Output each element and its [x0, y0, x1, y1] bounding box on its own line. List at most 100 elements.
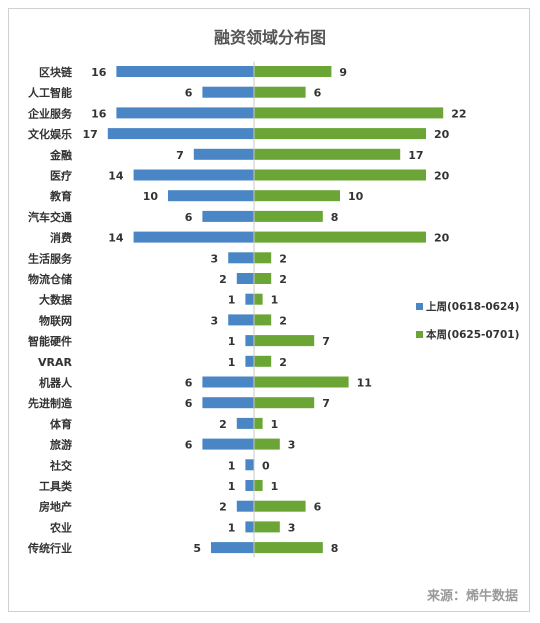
value-label-last-week: 16: [91, 107, 107, 120]
category-label: 金融: [49, 148, 72, 162]
value-label-this-week: 3: [288, 521, 296, 534]
bar-last-week: [228, 252, 254, 264]
value-label-this-week: 9: [339, 66, 347, 79]
value-label-last-week: 1: [228, 294, 236, 307]
value-label-last-week: 6: [185, 87, 193, 100]
bar-last-week: [202, 86, 254, 98]
value-label-this-week: 2: [279, 273, 287, 286]
chart-title: 融资领域分布图: [214, 28, 326, 47]
category-label: 文化娱乐: [28, 127, 72, 141]
bar-last-week: [228, 314, 254, 326]
category-label: 智能硬件: [28, 334, 72, 348]
value-label-this-week: 2: [279, 314, 287, 327]
value-label-last-week: 3: [211, 252, 219, 265]
bar-last-week: [245, 335, 254, 347]
value-label-this-week: 7: [322, 335, 330, 348]
value-label-this-week: 7: [322, 397, 330, 410]
bar-last-week: [236, 500, 254, 512]
value-label-last-week: 16: [91, 66, 107, 79]
value-label-this-week: 1: [271, 294, 279, 307]
value-label-last-week: 14: [108, 170, 124, 183]
bar-this-week: [254, 190, 340, 202]
category-label: 房地产: [39, 500, 72, 514]
category-label: 医疗: [50, 169, 72, 183]
category-label: 传统行业: [27, 541, 72, 555]
value-label-last-week: 1: [228, 335, 236, 348]
value-label-last-week: 14: [108, 232, 124, 245]
bar-last-week: [193, 148, 254, 160]
bar-last-week: [116, 66, 255, 77]
bar-this-week: [254, 521, 280, 533]
category-label: 生活服务: [28, 251, 73, 265]
category-label: 工具类: [39, 479, 73, 493]
value-label-last-week: 6: [185, 377, 193, 390]
bar-last-week: [202, 210, 254, 222]
category-label: 农业: [49, 520, 72, 534]
legend-swatch-this-week: [416, 331, 423, 338]
value-label-last-week: 5: [193, 542, 201, 555]
bar-last-week: [236, 417, 254, 429]
bar-this-week: [254, 480, 263, 491]
bar-last-week: [168, 190, 254, 202]
bar-last-week: [245, 521, 254, 533]
category-label: 消费: [50, 231, 72, 245]
bar-this-week: [254, 252, 272, 264]
bar-this-week: [254, 293, 263, 305]
category-label: 大数据: [39, 293, 72, 307]
category-label: VRAR: [38, 356, 72, 369]
category-label: 机器人: [39, 376, 73, 390]
value-label-this-week: 1: [271, 480, 279, 493]
bar-this-week: [254, 231, 426, 243]
value-label-last-week: 1: [228, 356, 236, 369]
value-label-last-week: 6: [185, 211, 193, 224]
category-label: 人工智能: [28, 86, 72, 100]
bar-this-week: [254, 417, 263, 429]
bar-this-week: [254, 169, 426, 181]
bar-this-week: [254, 66, 332, 77]
value-label-last-week: 6: [185, 439, 193, 452]
value-label-last-week: 6: [185, 397, 193, 410]
value-label-this-week: 6: [314, 87, 322, 100]
bar-this-week: [254, 86, 306, 98]
value-label-this-week: 10: [348, 190, 364, 203]
legend-label-this-week: 本周(0625-0701): [426, 328, 519, 341]
value-label-this-week: 8: [331, 542, 339, 555]
value-label-this-week: 8: [331, 211, 339, 224]
bar-last-week: [133, 169, 254, 181]
value-label-this-week: 17: [408, 149, 423, 162]
bar-last-week: [202, 397, 254, 409]
value-label-this-week: 11: [357, 377, 372, 390]
value-label-this-week: 20: [434, 232, 450, 245]
value-label-this-week: 3: [288, 439, 296, 452]
bar-this-week: [254, 500, 306, 512]
value-label-this-week: 2: [279, 356, 287, 369]
value-label-last-week: 2: [219, 418, 227, 431]
bar-this-week: [254, 314, 272, 326]
bar-this-week: [254, 542, 323, 554]
value-label-this-week: 1: [271, 418, 279, 431]
category-label: 教育: [49, 189, 72, 203]
legend-label-last-week: 上周(0618-0624): [426, 300, 519, 313]
value-label-last-week: 3: [211, 314, 219, 327]
bar-last-week: [245, 459, 254, 471]
value-label-this-week: 22: [451, 107, 466, 120]
chart-source: 来源：烯牛数据: [426, 588, 518, 604]
bar-this-week: [254, 376, 349, 388]
value-label-last-week: 2: [219, 273, 227, 286]
category-label: 体育: [50, 417, 72, 431]
category-label: 汽车交通: [28, 210, 72, 224]
category-label: 物联网: [39, 313, 72, 327]
bar-last-week: [211, 542, 254, 554]
bar-last-week: [245, 293, 254, 305]
bar-last-week: [245, 480, 254, 491]
category-label: 区块链: [39, 65, 73, 79]
value-label-this-week: 2: [279, 252, 287, 265]
bar-this-week: [254, 438, 280, 450]
category-label: 物流仓储: [28, 272, 72, 286]
value-label-last-week: 2: [219, 501, 227, 514]
bar-last-week: [236, 273, 254, 284]
value-label-last-week: 7: [176, 149, 184, 162]
bar-this-week: [254, 355, 272, 367]
bar-last-week: [245, 355, 254, 367]
